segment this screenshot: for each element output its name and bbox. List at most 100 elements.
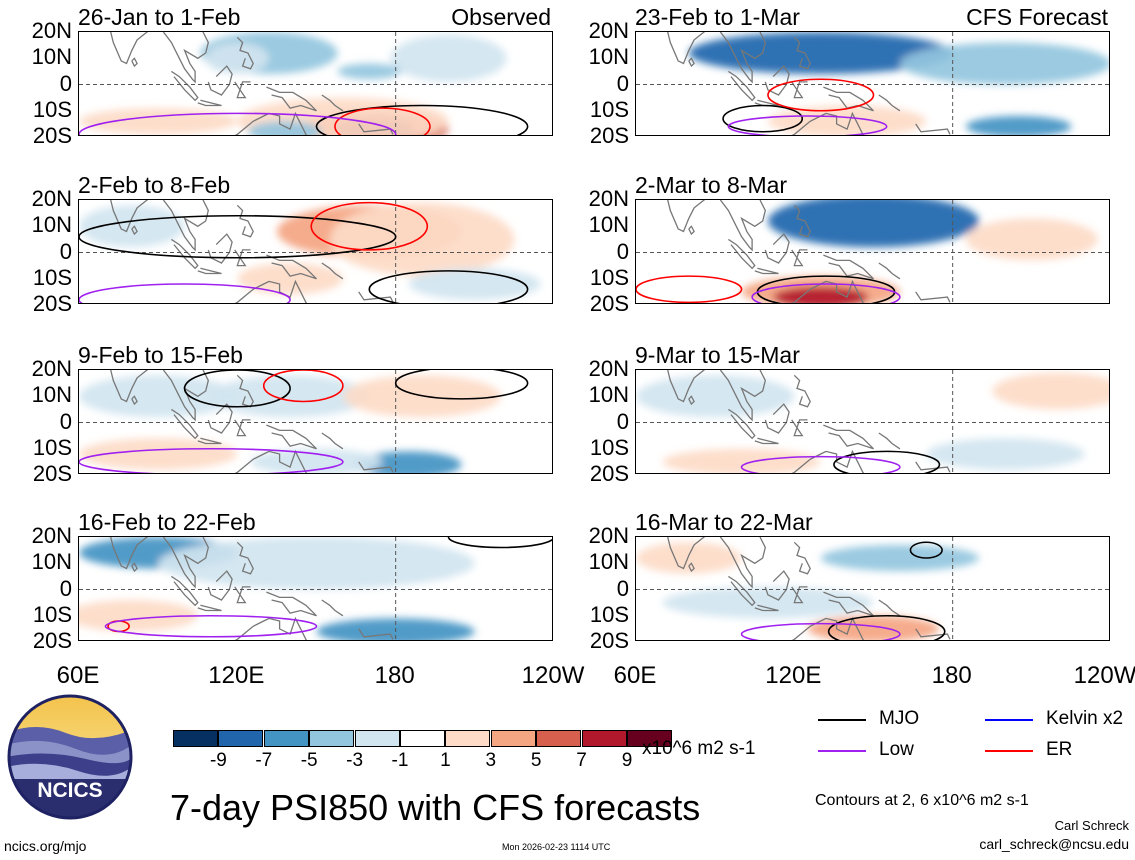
coastline xyxy=(728,70,756,102)
y-tick-label: 10N xyxy=(588,44,629,70)
coastline xyxy=(234,81,251,99)
coastline xyxy=(667,32,706,65)
map-panel xyxy=(78,31,553,136)
colorbar-bin xyxy=(400,730,445,747)
legend-line xyxy=(818,750,866,752)
mjo-contour xyxy=(909,541,943,559)
coastline xyxy=(171,70,199,102)
x-tick-label: 120E xyxy=(765,662,822,689)
colorbar-label: -7 xyxy=(255,750,273,771)
coastline xyxy=(197,604,222,612)
colorbar-bin xyxy=(309,730,355,747)
footer-url[interactable]: ncics.org/mjo xyxy=(4,838,87,854)
coastline xyxy=(728,575,756,607)
colorbar-label: 9 xyxy=(621,750,633,771)
coastline xyxy=(878,432,901,450)
coastline xyxy=(234,449,308,473)
coastline xyxy=(719,200,766,252)
y-tick-label: 20S xyxy=(589,628,629,653)
coastline xyxy=(197,267,222,275)
map-panel xyxy=(635,536,1110,641)
legend-label: ER xyxy=(1046,739,1073,760)
x-tick-label: 60E xyxy=(56,662,100,689)
coastline xyxy=(110,200,149,233)
panel-title: 16-Feb to 22-Feb xyxy=(78,509,256,535)
coastline xyxy=(358,123,394,135)
anomaly-blob xyxy=(79,205,185,248)
coastline xyxy=(197,437,222,445)
y-tick-label: 10S xyxy=(32,434,72,460)
coastline xyxy=(791,81,808,99)
anomaly-blob xyxy=(79,108,238,135)
low-contour xyxy=(79,447,344,473)
legend-line xyxy=(985,719,1033,721)
anomaly-blob xyxy=(807,615,940,640)
colorbar-label: 5 xyxy=(530,750,542,771)
anomaly-blob xyxy=(636,542,742,574)
anomaly-blob xyxy=(237,263,343,295)
legend-line xyxy=(985,750,1033,752)
colorbar-bin xyxy=(581,730,627,747)
y-tick-label: 0 xyxy=(59,70,72,96)
y-tick-label: 20S xyxy=(589,291,629,316)
coastline xyxy=(791,586,808,604)
y-tick-label: 0 xyxy=(59,408,72,434)
mjo-contour xyxy=(315,104,529,135)
coastline xyxy=(266,424,317,450)
coastline xyxy=(793,541,811,575)
colorbar-bin xyxy=(627,730,672,747)
coastline xyxy=(162,537,209,589)
y-tick-label: 0 xyxy=(59,575,72,601)
coastline xyxy=(234,616,308,640)
coastline xyxy=(234,586,251,604)
coastline xyxy=(728,238,756,270)
anomaly-blob xyxy=(390,34,507,82)
anomaly-blob xyxy=(820,544,980,572)
y-tick-label: 10N xyxy=(588,212,629,238)
x-tick-label: 180 xyxy=(931,662,972,689)
panel-tag: CFS Forecast xyxy=(966,4,1108,30)
coastline xyxy=(131,57,138,68)
panel-title: 2-Mar to 8-Mar xyxy=(635,172,788,198)
coastline xyxy=(236,204,254,238)
panel-title: 9-Mar to 15-Mar xyxy=(635,342,800,368)
coastline xyxy=(171,575,199,607)
coastline xyxy=(197,99,222,107)
coastline xyxy=(110,537,149,570)
map-panel-svg xyxy=(636,370,1109,473)
anomaly-blob xyxy=(662,448,821,473)
coastline xyxy=(321,94,344,112)
map-panel-svg xyxy=(79,200,552,303)
anomaly-blob xyxy=(158,537,475,590)
y-tick-label: 0 xyxy=(616,408,629,434)
y-tick-label: 20S xyxy=(32,123,72,148)
coastline xyxy=(791,249,808,267)
colorbar-label: -3 xyxy=(346,750,364,771)
x-tick-label: 60E xyxy=(613,662,657,689)
y-tick-label: 10N xyxy=(31,212,72,238)
coastline xyxy=(791,419,808,437)
coastline xyxy=(358,461,394,473)
coastline xyxy=(878,262,901,280)
x-tick-label: 180 xyxy=(374,662,415,689)
mjo-contour xyxy=(394,370,529,400)
coastline xyxy=(719,537,766,589)
timestamp: Mon 2026-02-23 1114 UTC xyxy=(502,842,611,852)
coastline xyxy=(234,419,251,437)
panel-title: 23-Feb to 1-Mar xyxy=(635,4,800,30)
anomaly-blob xyxy=(662,586,874,619)
y-tick-label: 10S xyxy=(32,264,72,290)
coastline xyxy=(162,32,209,84)
y-tick-label: 20N xyxy=(588,356,629,381)
map-panel xyxy=(635,31,1110,136)
anomaly-blob xyxy=(205,42,269,74)
y-tick-label: 10S xyxy=(589,601,629,627)
panel-title: 16-Mar to 22-Mar xyxy=(635,509,813,535)
y-tick-label: 10S xyxy=(589,434,629,460)
coastline xyxy=(234,249,251,267)
coastline xyxy=(236,541,254,575)
colorbar-bin xyxy=(354,730,400,747)
coastline xyxy=(266,86,317,112)
coastline xyxy=(171,408,199,440)
map-panel-svg xyxy=(636,32,1109,135)
